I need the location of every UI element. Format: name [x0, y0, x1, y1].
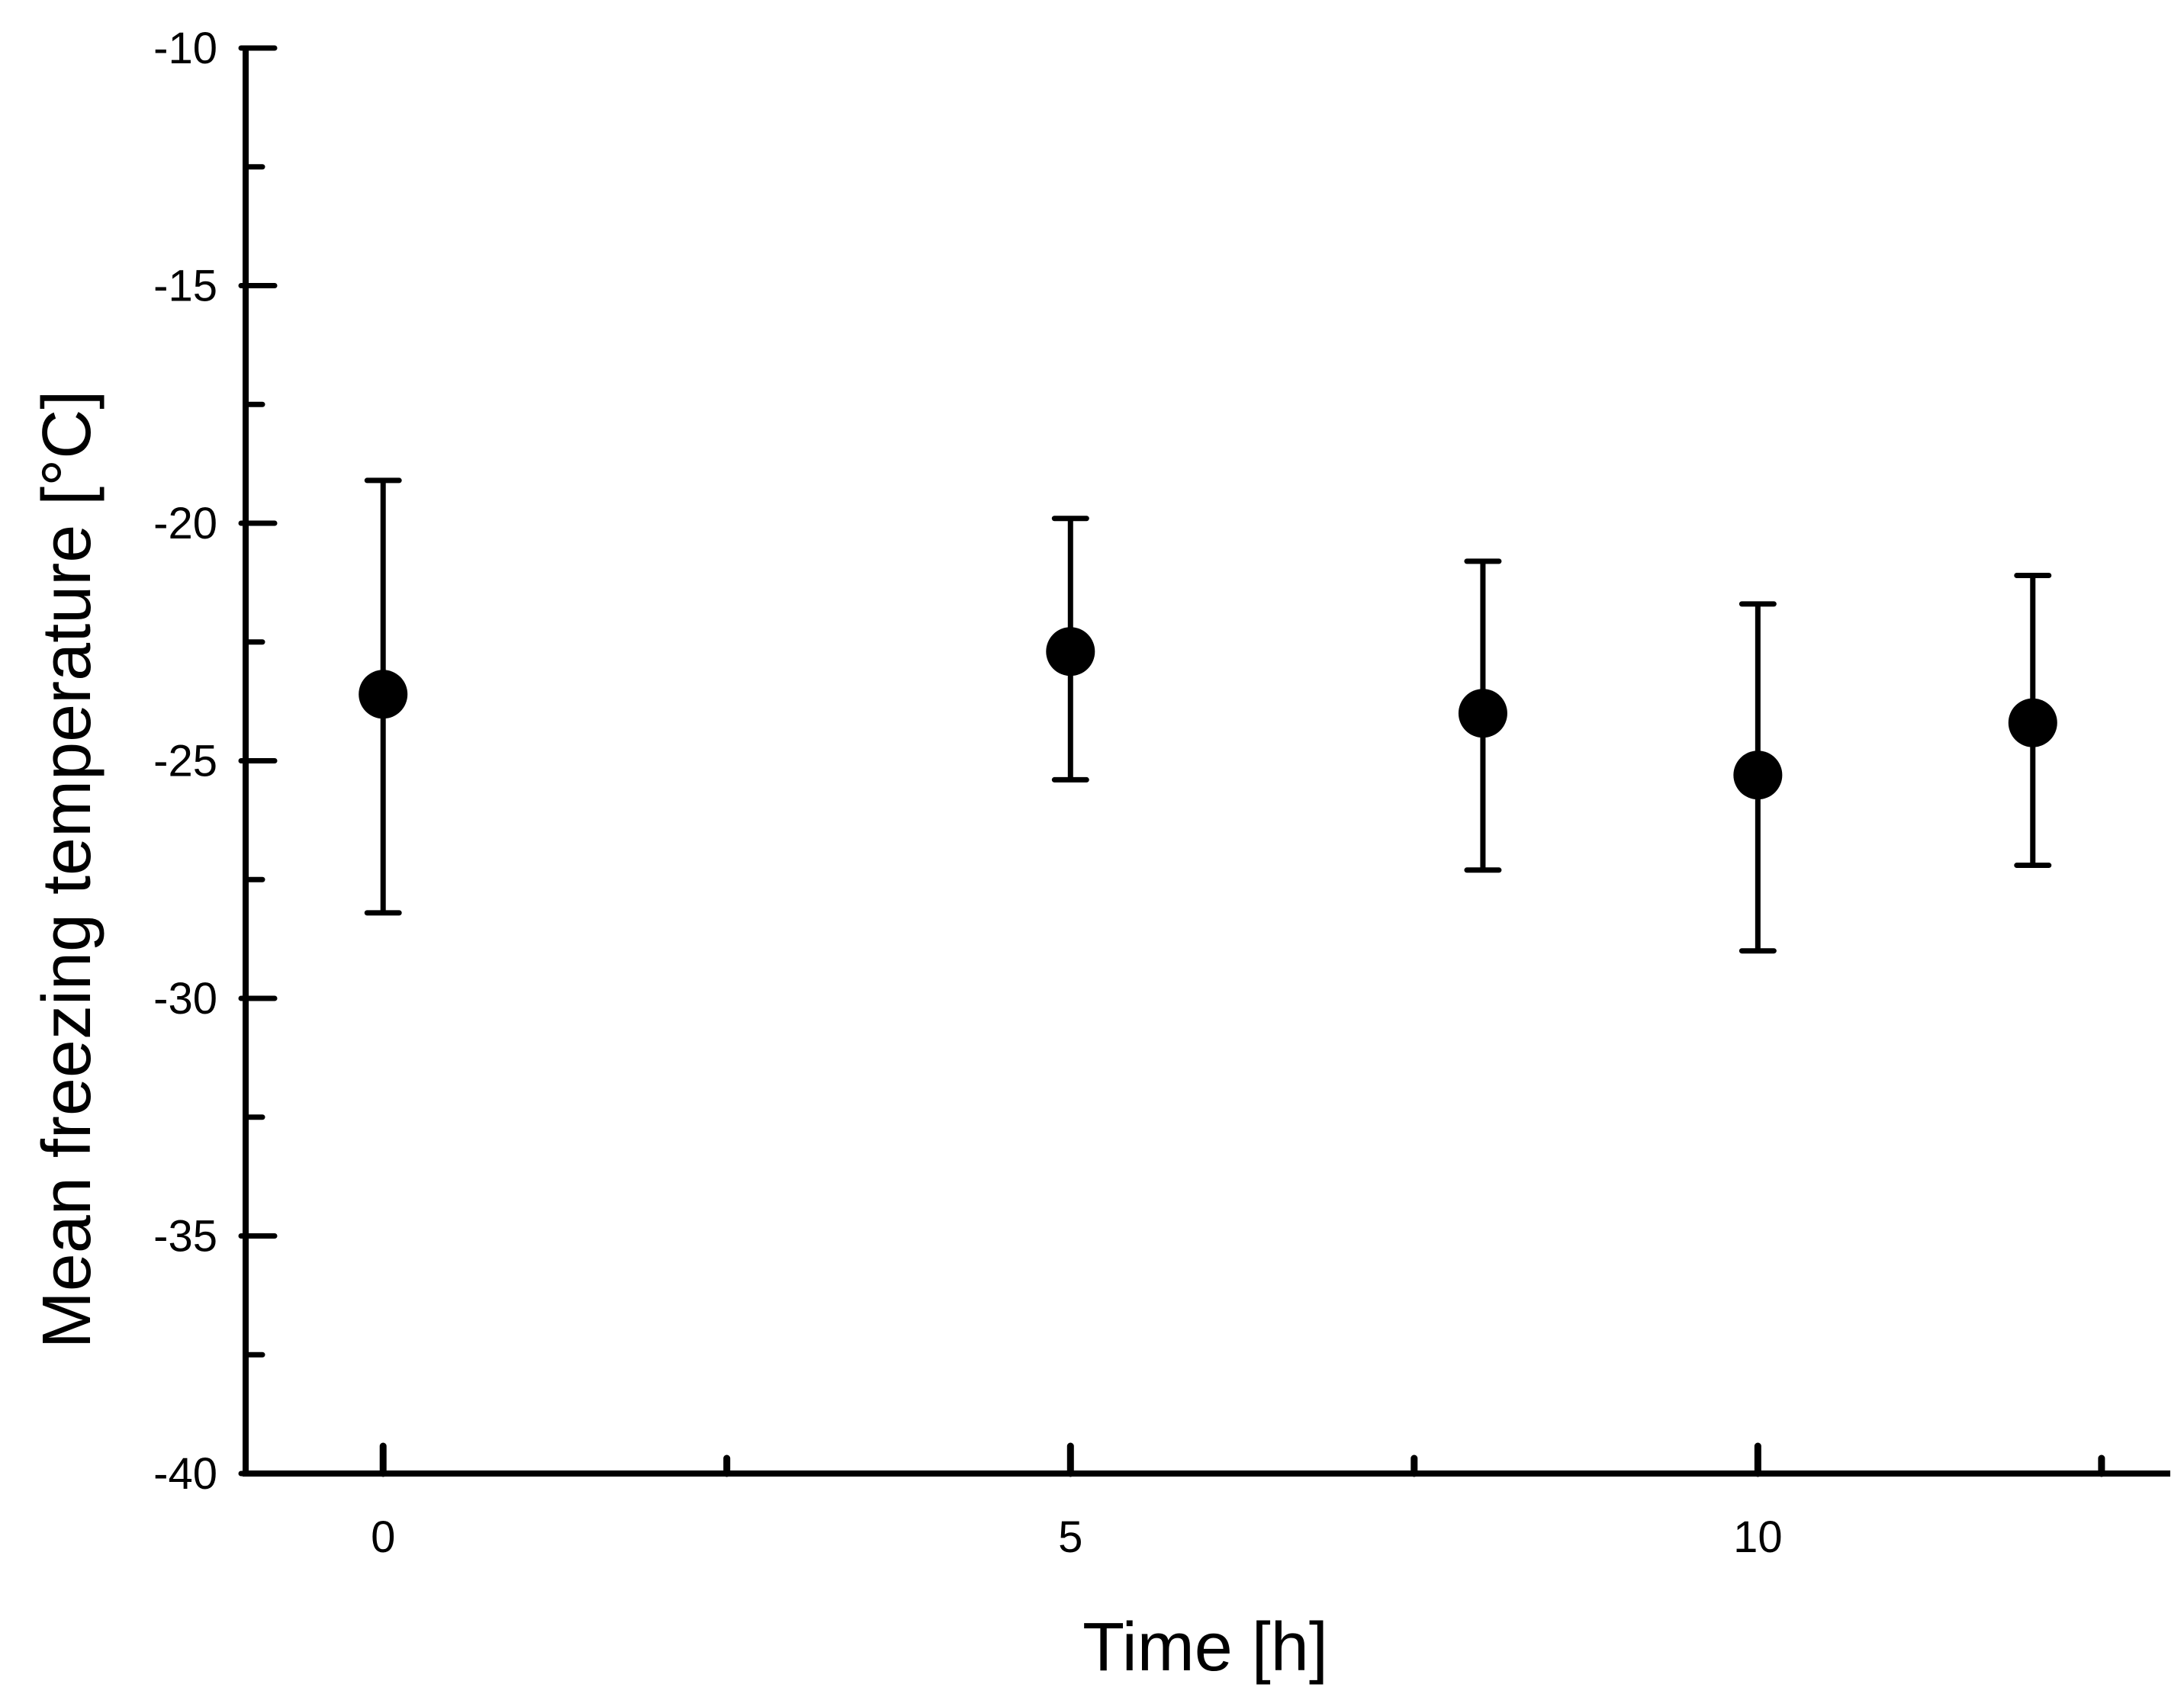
axes — [243, 48, 2170, 1477]
y-axis-title: Mean freezing temperature [°C] — [29, 391, 105, 1349]
x-tick-label: 10 — [1733, 1512, 1783, 1562]
data-point — [1458, 689, 1507, 738]
x-axis-title: Time [h] — [1082, 1609, 1328, 1686]
y-tick-label: -25 — [153, 737, 217, 786]
ticks — [238, 45, 2105, 1477]
x-tick-label: 0 — [371, 1512, 395, 1562]
data-points — [359, 627, 2057, 800]
x-tick-label: 5 — [1058, 1512, 1082, 1562]
data-point — [1046, 627, 1095, 677]
tick-labels: -10 -15 -20 -25 -30 -35 -40 0 5 10 — [153, 24, 1782, 1562]
y-tick-label: -20 — [153, 499, 217, 548]
data-point — [359, 670, 408, 719]
y-tick-label: -40 — [153, 1449, 217, 1499]
error-bars — [364, 477, 2052, 954]
y-tick-label: -30 — [153, 974, 217, 1024]
data-point — [1733, 750, 1783, 800]
y-tick-label: -35 — [153, 1212, 217, 1262]
y-tick-label: -10 — [153, 24, 217, 73]
y-tick-label: -15 — [153, 262, 217, 311]
data-point — [2008, 698, 2057, 747]
